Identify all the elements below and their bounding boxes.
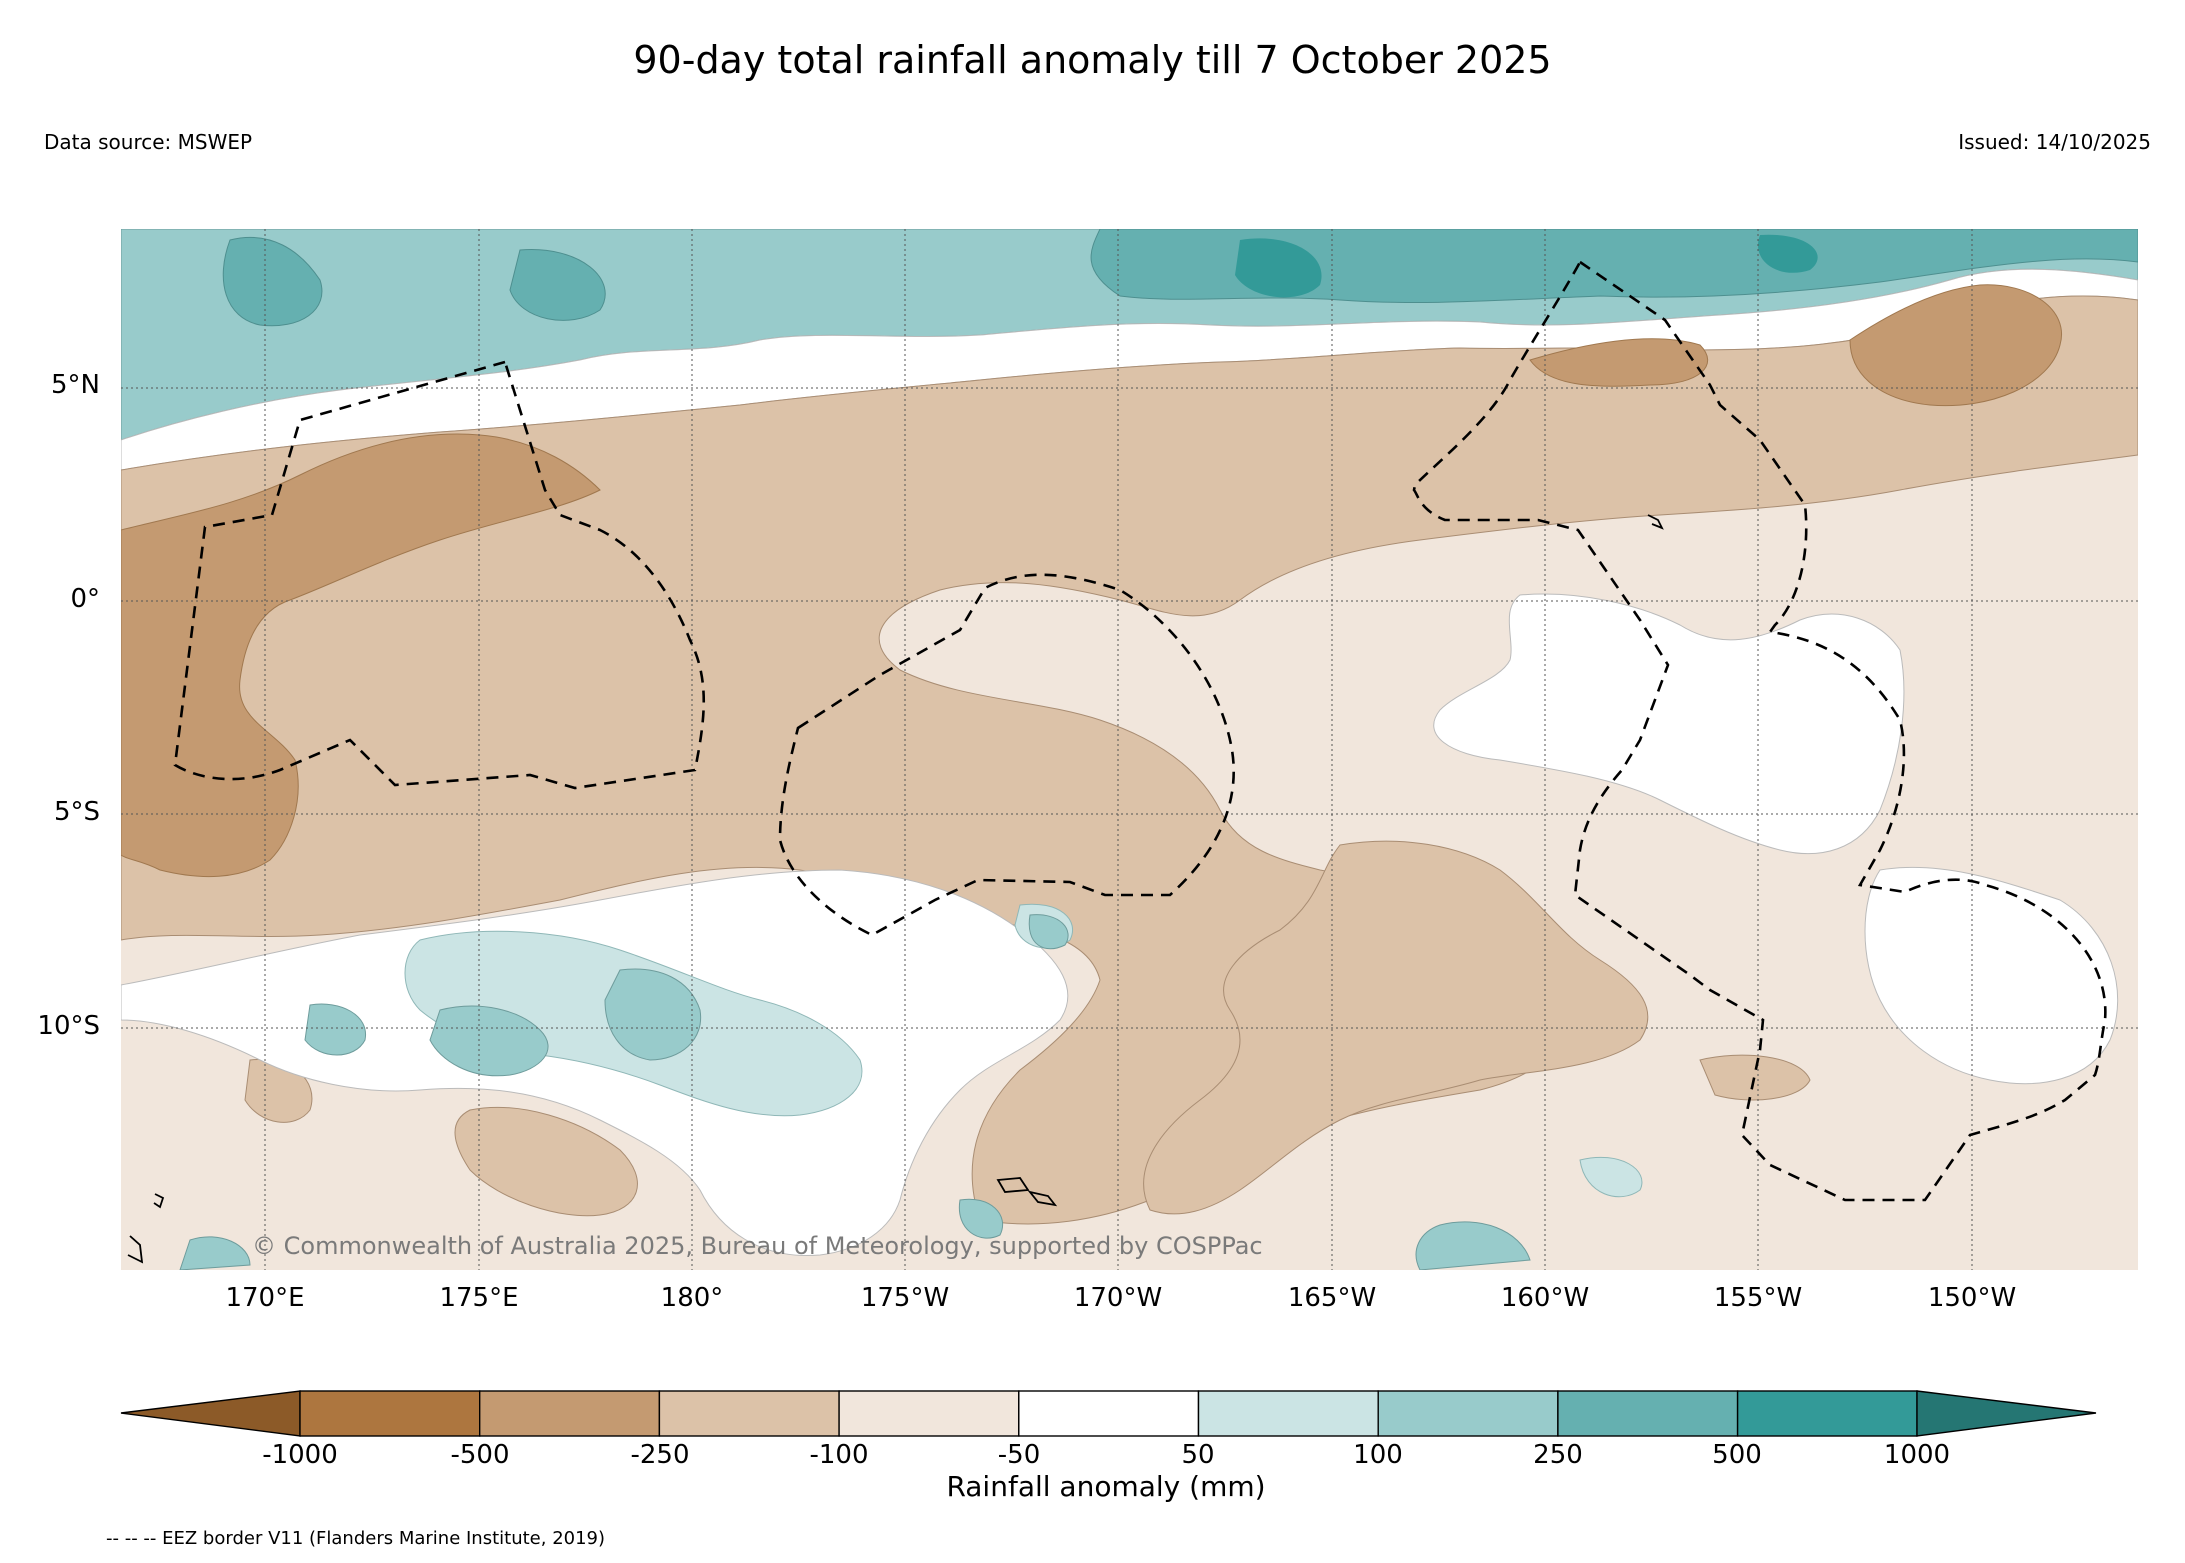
map-panel xyxy=(121,229,2138,1270)
data-source-label: Data source: MSWEP xyxy=(44,130,253,154)
lat-label-5s: 5°S xyxy=(53,797,100,827)
colorbar-tick: -250 xyxy=(630,1440,690,1470)
map-title: 90-day total rainfall anomaly till 7 Oct… xyxy=(633,38,1552,82)
region-neutral-east xyxy=(1433,593,2119,1085)
eez-tokelau-phoenix xyxy=(778,573,1236,937)
lon-label-155w: 155°W xyxy=(1713,1283,1803,1313)
lon-label-170e: 170°E xyxy=(225,1283,305,1313)
island-outlines xyxy=(127,514,1664,1264)
colorbar-tick: -500 xyxy=(450,1440,510,1470)
lon-label-160w: 160°W xyxy=(1500,1283,1590,1313)
lon-label-175e: 175°E xyxy=(439,1283,519,1313)
lat-label-5n: 5°N xyxy=(51,370,100,400)
region-wet-north-very-strong xyxy=(1235,234,1818,298)
colorbar-tick: 50 xyxy=(1181,1440,1215,1470)
eez-borders xyxy=(173,260,2107,1202)
issued-date-label: Issued: 14/10/2025 xyxy=(1958,130,2151,154)
eez-line-islands xyxy=(1412,260,2107,1202)
map-gridlines xyxy=(121,229,2138,1270)
lon-label-170w: 170°W xyxy=(1073,1283,1163,1313)
lat-label-10s: 10°S xyxy=(37,1011,100,1041)
colorbar-tick: -100 xyxy=(809,1440,869,1470)
lat-label-equator: 0° xyxy=(70,584,100,614)
lon-label-150w: 150°W xyxy=(1927,1283,2017,1313)
colorbar-tick: 100 xyxy=(1353,1440,1403,1470)
region-dry-medium-band xyxy=(121,295,2138,1225)
colorbar-tick: 250 xyxy=(1533,1440,1583,1470)
eez-legend-note: -- -- -- EEZ border V11 (Flanders Marine… xyxy=(106,1528,606,1549)
lon-label-180: 180° xyxy=(660,1283,724,1313)
colorbar-tick: -1000 xyxy=(262,1440,338,1470)
colorbar-tick: 1000 xyxy=(1883,1440,1951,1470)
colorbar xyxy=(120,1390,2097,1437)
lon-label-165w: 165°W xyxy=(1287,1283,1377,1313)
colorbar-tick: 500 xyxy=(1712,1440,1762,1470)
region-dry-medium-south xyxy=(244,840,1811,1217)
region-wet-south-medium xyxy=(179,914,1531,1270)
colorbar-tick: -50 xyxy=(997,1440,1041,1470)
region-dry-strong-west xyxy=(121,433,601,877)
colorbar-extend-high xyxy=(1916,1390,2097,1437)
lon-label-175w: 175°W xyxy=(860,1283,950,1313)
colorbar-extend-low xyxy=(120,1390,301,1437)
colorbar-title: Rainfall anomaly (mm) xyxy=(946,1470,1266,1503)
copyright-notice: © Commonwealth of Australia 2025, Bureau… xyxy=(252,1232,1263,1260)
region-wet-north-strong xyxy=(222,229,2138,327)
region-dry-strong-east xyxy=(1529,284,2062,407)
